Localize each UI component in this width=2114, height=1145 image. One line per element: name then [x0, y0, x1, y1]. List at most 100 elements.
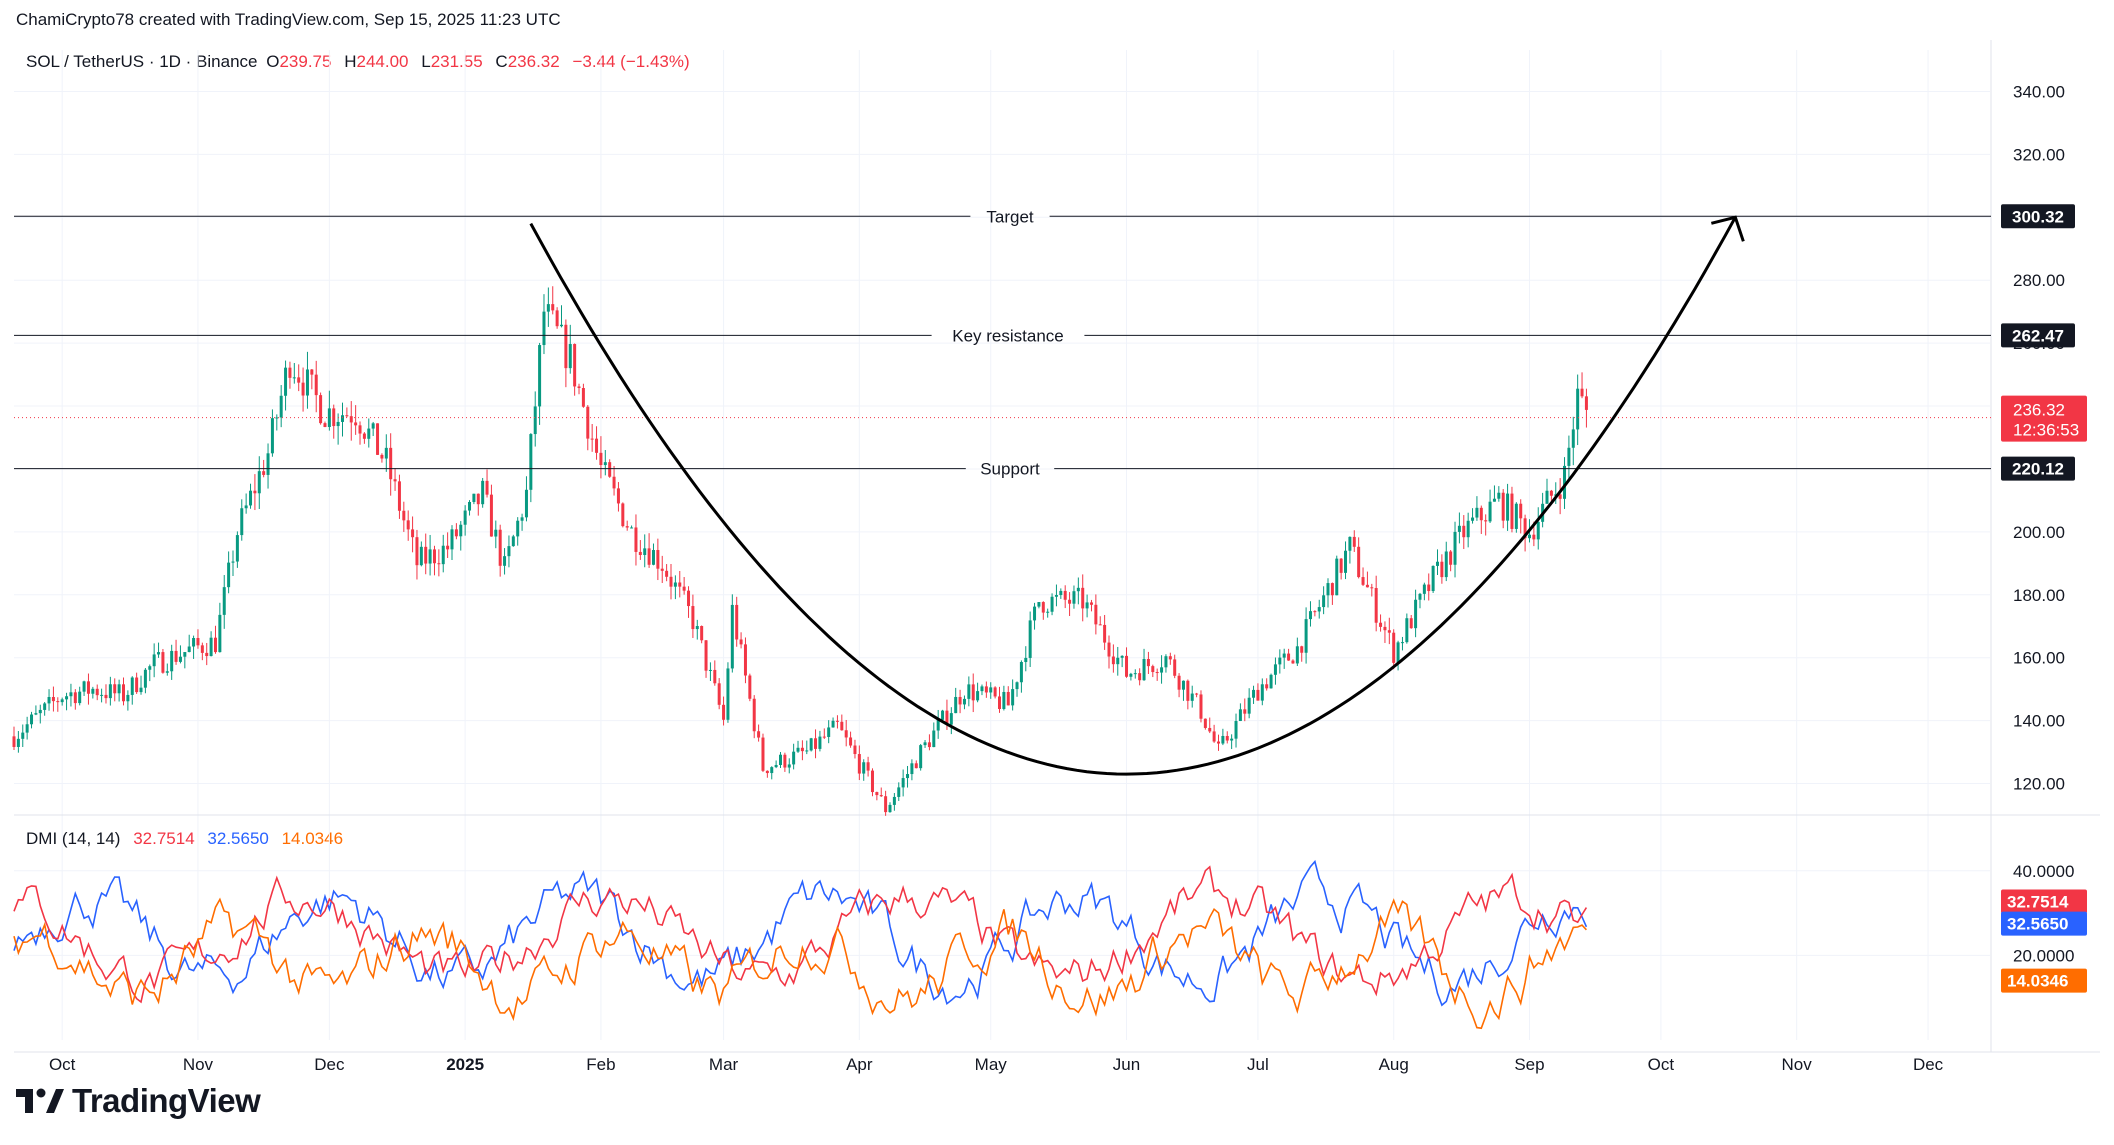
candle-body — [971, 684, 975, 701]
level-price-badge — [2001, 204, 2075, 229]
candle-body — [327, 408, 331, 427]
candle-body — [415, 537, 419, 566]
candle-body — [1453, 531, 1457, 565]
candle-body — [437, 563, 441, 565]
candle-body — [993, 687, 997, 697]
candle-body — [1164, 656, 1168, 668]
candle-body — [511, 536, 515, 547]
candle-body — [126, 694, 130, 702]
candle-body — [489, 494, 493, 537]
candle-body — [800, 747, 804, 752]
candle-body — [888, 804, 892, 813]
candle-body — [1160, 667, 1164, 673]
candle-body — [1195, 693, 1199, 695]
time-tick-label: Mar — [709, 1055, 739, 1074]
candle-body — [1186, 680, 1190, 701]
close-value: 236.32 — [507, 52, 560, 71]
candle-body — [1414, 599, 1418, 629]
candle-body — [450, 529, 454, 550]
candle-body — [962, 698, 966, 705]
price-tick-label: 180.00 — [2013, 586, 2065, 605]
candle-body — [1567, 447, 1571, 466]
candle-body — [231, 561, 235, 563]
candle-body — [1357, 546, 1361, 578]
candle-body — [533, 406, 537, 435]
candle-body — [616, 488, 620, 504]
candle-body — [884, 796, 888, 813]
candle-body — [165, 671, 169, 673]
dmi-plus-line — [13, 865, 1588, 1004]
candle-body — [520, 517, 524, 521]
candle-body — [529, 434, 533, 490]
candle-body — [354, 422, 358, 426]
candle-body — [989, 687, 993, 693]
candle-body — [494, 529, 498, 537]
candle-body — [713, 669, 717, 684]
candle-body — [612, 476, 616, 489]
candle-body — [1449, 551, 1453, 565]
candle-body — [1308, 611, 1312, 620]
candle-body — [1208, 727, 1212, 732]
candle-body — [82, 681, 86, 692]
candle-body — [1554, 494, 1558, 496]
dmi-tick-label: 40.0000 — [2013, 862, 2074, 881]
candle-body — [1444, 551, 1448, 578]
candle-body — [213, 637, 217, 653]
candle-body — [735, 604, 739, 640]
tradingview-logo[interactable]: TradingView — [16, 1082, 261, 1120]
dmi-title[interactable]: DMI (14, 14) — [26, 829, 121, 848]
candle-body — [787, 764, 791, 768]
candle-body — [1006, 691, 1010, 706]
candle-body — [104, 694, 108, 699]
candle-body — [647, 548, 651, 565]
candle-body — [608, 462, 612, 477]
tradingview-logo-icon — [16, 1088, 64, 1113]
candle-body — [949, 713, 953, 725]
candle-body — [1120, 655, 1124, 658]
candle-body — [770, 767, 774, 774]
symbol-legend: SOL / TetherUS · 1D · Binance O239.75 H2… — [26, 52, 698, 72]
candle-body — [1580, 388, 1584, 397]
close-label: C — [495, 52, 508, 71]
candle-body — [1409, 618, 1413, 629]
dmi-minus-value: 32.5650 — [207, 829, 269, 848]
candle-body — [266, 453, 270, 475]
candle-body — [1273, 664, 1277, 675]
candle-body — [336, 421, 340, 427]
candle-body — [275, 417, 279, 419]
candle-body — [814, 738, 818, 749]
candle-body — [218, 614, 222, 653]
candle-body — [135, 677, 139, 693]
candle-body — [822, 736, 826, 738]
candle-body — [507, 546, 511, 557]
candle-body — [835, 720, 839, 722]
candle-body — [1576, 388, 1580, 430]
candle-body — [1536, 521, 1540, 540]
candle-body — [468, 501, 472, 511]
candle-body — [161, 652, 165, 673]
dmi-minus-badge — [2001, 911, 2087, 936]
candle-body — [1326, 583, 1330, 596]
dmi-tick-label: 20.0000 — [2013, 946, 2074, 965]
candle-body — [205, 652, 209, 657]
candle-body — [1028, 620, 1032, 658]
time-tick-label: Jun — [1113, 1055, 1140, 1074]
candle-body — [113, 684, 117, 694]
candle-body — [840, 721, 844, 731]
symbol-name[interactable]: SOL / TetherUS · 1D · Binance — [26, 52, 258, 71]
candle-body — [323, 423, 327, 427]
candle-body — [122, 684, 125, 702]
candle-body — [227, 562, 231, 588]
candle-body — [419, 546, 423, 566]
candle-body — [901, 778, 905, 788]
candle-body — [12, 736, 16, 747]
candle-body — [809, 738, 813, 751]
time-tick-label: Apr — [846, 1055, 873, 1074]
dmi-plus-badge-text: 32.7514 — [2007, 892, 2069, 911]
candle-body — [389, 447, 393, 480]
candle-body — [367, 428, 371, 439]
high-value: 244.00 — [356, 52, 409, 71]
candle-body — [875, 792, 879, 796]
candle-body — [643, 548, 647, 555]
